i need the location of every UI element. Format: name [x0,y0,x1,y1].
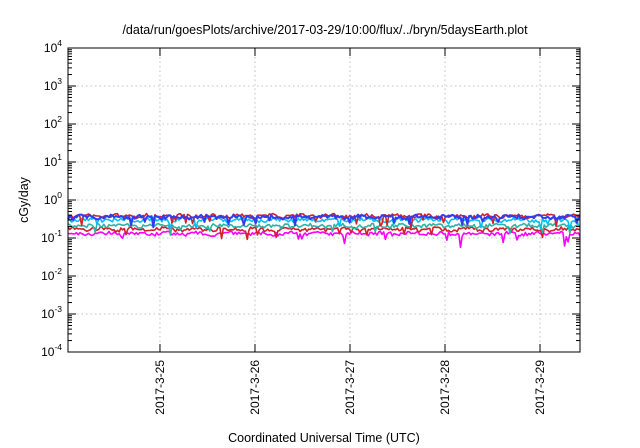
y-tick-label: 101 [44,152,62,169]
x-tick-label: 2017-3-29 [533,360,547,415]
series-line [67,213,581,229]
x-tick-labels: 2017-3-25 2017-3-26 2017-3-27 2017-3-28 2017… [153,360,547,415]
y-tick-label: 103 [44,76,62,93]
series-line [67,230,581,249]
series-line [67,216,581,231]
grid [68,48,580,352]
x-tick-label: 2017-3-26 [248,360,262,415]
y-tick-labels: 10-4 10-3 10-2 10-1 100 101 102 103 104 [41,38,62,359]
x-axis-label: Coordinated Universal Time (UTC) [228,431,420,445]
series-layer [67,212,581,249]
x-tick-label: 2017-3-25 [153,360,167,415]
y-tick-label: 10-1 [41,228,62,245]
y-tick-label: 104 [44,38,62,55]
x-tick-label: 2017-3-28 [438,360,452,415]
x-tick-label: 2017-3-27 [343,360,357,415]
y-tick-label: 102 [44,114,62,131]
ticks [68,47,580,353]
y-tick-label: 10-4 [41,342,62,359]
chart-title: /data/run/goesPlots/archive/2017-03-29/1… [122,23,528,37]
series-line [67,226,581,241]
y-tick-label: 100 [44,190,62,207]
y-tick-label: 10-2 [41,266,62,283]
y-axis-label: cGy/day [17,176,31,223]
y-tick-label: 10-3 [41,304,62,321]
